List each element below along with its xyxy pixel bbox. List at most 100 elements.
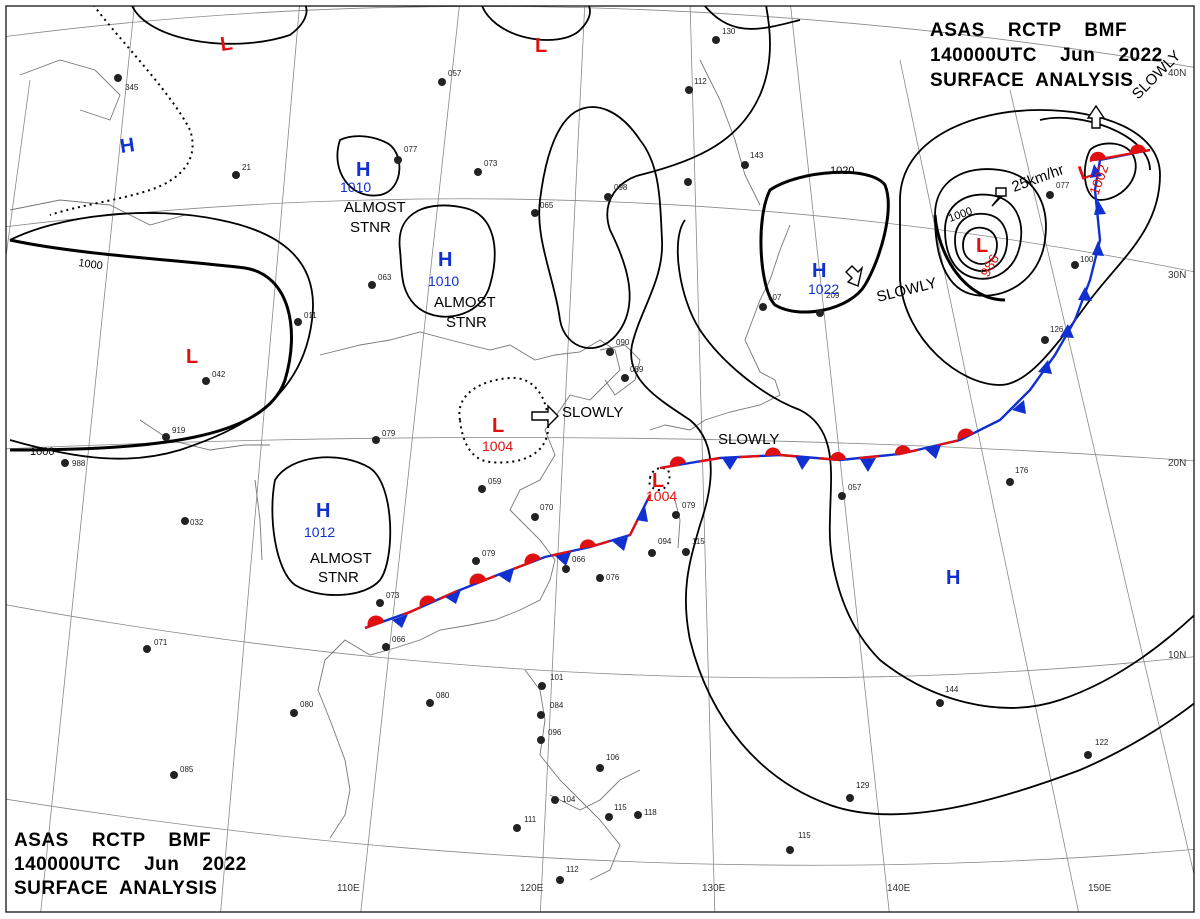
svg-text:071: 071 [154, 638, 168, 647]
svg-text:115: 115 [692, 537, 705, 546]
svg-text:126: 126 [1050, 325, 1064, 334]
header-bottom-line2: 140000UTC Jun 2022 [14, 854, 247, 875]
lon-label: 140E [887, 883, 911, 894]
lat-label: 20N [1168, 458, 1186, 469]
high-symbol: H [812, 260, 826, 282]
low-pressure-value: 1004 [482, 438, 513, 454]
high-symbol: H [946, 567, 960, 589]
header-bottom-line1: ASAS RCTP BMF [14, 830, 211, 851]
svg-text:107: 107 [768, 293, 782, 302]
svg-text:096: 096 [548, 728, 562, 737]
svg-text:112: 112 [566, 865, 579, 874]
header-bottom: ASAS RCTP BMF 140000UTC Jun 2022 SURFACE… [14, 830, 247, 899]
svg-text:111: 111 [524, 815, 537, 824]
low-pressure-value: 1004 [646, 488, 677, 504]
high-symbol: H [119, 134, 136, 158]
station-values: 345 21 077 057 073 065 098 112 130 143 063 011 0… [72, 27, 1109, 874]
svg-text:089: 089 [630, 365, 644, 374]
svg-text:345: 345 [125, 83, 139, 92]
isobars [9, 6, 1194, 816]
header-top-line2: 140000UTC Jun 2022 [930, 45, 1163, 66]
svg-text:115: 115 [798, 831, 811, 840]
low-symbol: L [652, 470, 664, 492]
svg-text:988: 988 [72, 459, 86, 468]
map-frame [5, 5, 1195, 913]
system-low: L [535, 35, 547, 57]
low-symbol: L [535, 35, 547, 57]
system-high: H [119, 134, 136, 158]
low-symbol: L [219, 33, 234, 56]
lon-label: 110E [337, 883, 360, 894]
header-top: ASAS RCTP BMF 140000UTC Jun 2022 SURFACE… [930, 20, 1163, 91]
svg-text:112: 112 [694, 77, 707, 86]
movement-label: ALMOST [434, 294, 496, 311]
isobar-label: 1020 [830, 165, 854, 177]
lat-label: 10N [1168, 650, 1186, 661]
svg-text:21: 21 [242, 163, 251, 172]
svg-text:073: 073 [484, 159, 498, 168]
high-symbol: H [316, 500, 330, 522]
svg-text:084: 084 [550, 701, 564, 710]
low-symbol: L [976, 235, 988, 257]
system-high: H [946, 567, 960, 589]
svg-text:176: 176 [1015, 466, 1029, 475]
movement-label: ALMOST [344, 199, 406, 216]
longitude-labels: 110E 120E 130E 140E 150E [337, 883, 1112, 894]
header-top-line3: SURFACE ANALYSIS [930, 70, 1133, 91]
svg-text:104: 104 [562, 795, 576, 804]
svg-text:032: 032 [190, 518, 204, 527]
svg-text:080: 080 [300, 700, 314, 709]
isobar-1020 [759, 170, 890, 314]
lon-label: 150E [1088, 883, 1112, 894]
svg-text:919: 919 [172, 426, 186, 435]
svg-text:057: 057 [448, 69, 462, 78]
svg-text:118: 118 [644, 808, 657, 817]
high-pressure-value: 1010 [340, 179, 371, 195]
movement-label: STNR [350, 219, 391, 236]
high-pressure-value: 1010 [428, 273, 459, 289]
svg-text:077: 077 [1056, 181, 1070, 190]
system-low: L 1004 SLOWLY [482, 404, 623, 454]
movement-label: SLOWLY [718, 431, 779, 448]
svg-text:076: 076 [606, 573, 620, 582]
low-symbol: L [492, 415, 504, 437]
station-plots [61, 36, 1092, 884]
stationary-front-west [364, 494, 652, 630]
svg-text:080: 080 [436, 691, 450, 700]
svg-text:057: 057 [848, 483, 862, 492]
svg-text:077: 077 [404, 145, 418, 154]
header-bottom-line3: SURFACE ANALYSIS [14, 878, 217, 899]
svg-text:065: 065 [540, 201, 554, 210]
isobar-label: 1000 [30, 446, 54, 458]
high-symbol: H [356, 159, 370, 181]
trough-lines [49, 6, 671, 492]
latitude-labels: 40N 30N 20N 10N [1168, 68, 1186, 661]
high-symbol: H [438, 249, 452, 271]
svg-text:122: 122 [1095, 738, 1109, 747]
lat-label: 40N [1168, 68, 1186, 79]
lon-label: 130E [702, 883, 726, 894]
system-low: L [186, 346, 198, 368]
system-high: H 1010 ALMOST STNR [340, 159, 406, 236]
svg-text:063: 063 [378, 273, 392, 282]
system-high: H 1010 ALMOST STNR [428, 249, 496, 331]
movement-label: STNR [446, 314, 487, 331]
svg-text:098: 098 [614, 183, 628, 192]
svg-text:042: 042 [212, 370, 226, 379]
high-pressure-value: 1022 [808, 281, 839, 297]
svg-text:106: 106 [606, 753, 620, 762]
svg-text:130: 130 [722, 27, 736, 36]
movement-label: SLOWLY [562, 404, 623, 421]
svg-text:094: 094 [658, 537, 672, 546]
lat-label: 30N [1168, 270, 1186, 281]
isobar-1000 [9, 214, 1006, 452]
warm-front-semicircles [367, 144, 1146, 627]
svg-text:100: 100 [1080, 255, 1094, 264]
svg-text:143: 143 [750, 151, 764, 160]
svg-text:079: 079 [682, 501, 696, 510]
svg-text:079: 079 [482, 549, 496, 558]
svg-text:085: 085 [180, 765, 194, 774]
movement-label: ALMOST [310, 550, 372, 567]
svg-text:209: 209 [826, 291, 840, 300]
